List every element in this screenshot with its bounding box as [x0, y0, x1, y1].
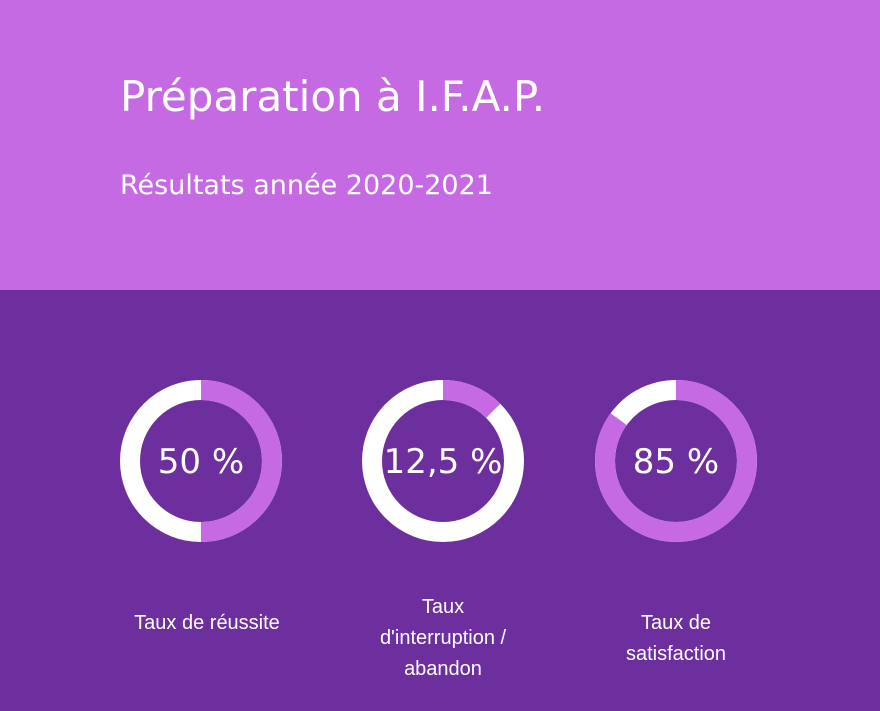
donut-arc-2: [595, 380, 757, 542]
stat-label-line: Taux: [421, 596, 465, 618]
donut-value-1: 12,5 %: [384, 442, 503, 482]
stat-label-line: abandon: [404, 658, 482, 680]
donut-1: 12,5 %: [362, 380, 524, 542]
stat-label-0: Taux de réussite: [112, 608, 302, 639]
stat-label-line: satisfaction: [625, 643, 727, 665]
stat-label-line: Taux de: [640, 612, 712, 634]
stats-panel: 50 % 12,5 % 85 % Taux de réussite Taux d'in…: [0, 290, 880, 711]
donut-0: 50 %: [120, 380, 282, 542]
donut-charts: 50 % 12,5 % 85 %: [120, 380, 757, 542]
stat-label-line: Taux de réussite: [134, 612, 280, 634]
page-subtitle: Résultats année 2020-2021: [120, 170, 493, 201]
stat-label-line: d'interruption /: [379, 627, 507, 649]
page-title: Préparation à I.F.A.P.: [120, 72, 546, 121]
donut-value-2: 85 %: [633, 442, 719, 482]
stat-label-1: Taux d'interruption / abandon: [348, 592, 538, 685]
donut-value-0: 50 %: [158, 442, 244, 482]
stat-label-2: Taux de satisfaction: [581, 608, 771, 670]
donut-arc-0: [120, 380, 282, 542]
donut-arc-1: [362, 380, 524, 542]
header-band: Préparation à I.F.A.P. Résultats année 2…: [0, 0, 880, 290]
donut-2: 85 %: [595, 380, 757, 542]
